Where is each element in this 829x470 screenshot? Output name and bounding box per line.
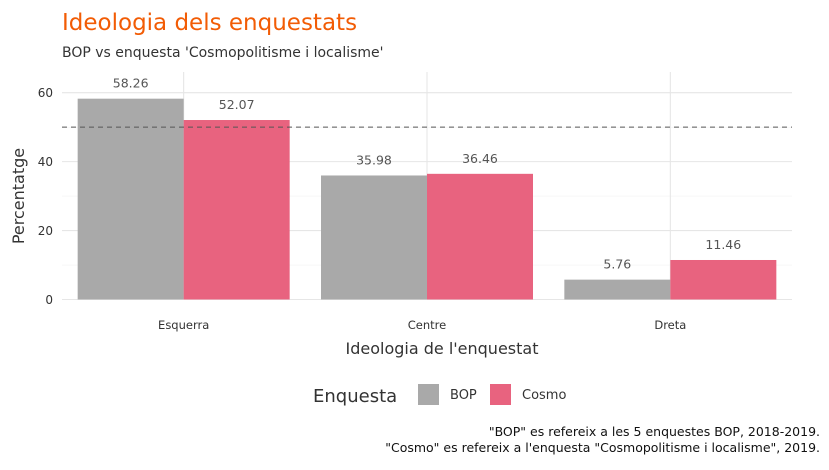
data-label: 11.46 bbox=[705, 237, 741, 252]
data-label: 35.98 bbox=[356, 152, 392, 167]
bar-bop-centre bbox=[321, 175, 427, 300]
chart-subtitle: BOP vs enquesta 'Cosmopolitisme i locali… bbox=[62, 45, 384, 61]
bars bbox=[77, 98, 777, 300]
bar-bop-dreta bbox=[564, 279, 671, 300]
legend: Enquesta BOP Cosmo bbox=[313, 384, 566, 407]
bar-cosmo-dreta bbox=[670, 259, 777, 300]
legend-label-bop: BOP bbox=[450, 388, 477, 403]
legend-label-cosmo: Cosmo bbox=[522, 388, 566, 403]
caption-line-2: "Cosmo" es refereix a l'enquesta "Cosmop… bbox=[385, 440, 820, 455]
y-tick-label: 40 bbox=[38, 155, 53, 169]
y-tick-label: 0 bbox=[45, 293, 53, 307]
y-tick-label: 60 bbox=[38, 86, 53, 100]
y-axis-ticks: 0 20 40 60 bbox=[38, 86, 53, 307]
bar-bop-esquerra bbox=[77, 98, 184, 300]
legend-title: Enquesta bbox=[313, 386, 397, 407]
bar-cosmo-esquerra bbox=[183, 120, 290, 300]
x-axis-title: Ideologia de l'enquestat bbox=[346, 339, 539, 358]
data-label: 52.07 bbox=[219, 97, 255, 112]
data-labels: 58.26 35.98 5.76 52.07 36.46 11.46 bbox=[113, 76, 741, 272]
y-axis-title: Percentatge bbox=[9, 148, 28, 244]
chart-title: Ideologia dels enquestats bbox=[62, 10, 357, 36]
legend-swatch-bop bbox=[418, 384, 439, 405]
x-axis-ticks: Esquerra Centre Dreta bbox=[158, 318, 686, 332]
data-label: 36.46 bbox=[462, 151, 498, 166]
data-label: 5.76 bbox=[603, 257, 631, 272]
x-tick-label: Esquerra bbox=[158, 318, 209, 332]
bar-cosmo-centre bbox=[427, 173, 533, 300]
legend-swatch-cosmo bbox=[490, 384, 511, 405]
x-tick-label: Dreta bbox=[654, 318, 686, 332]
x-tick-label: Centre bbox=[408, 318, 446, 332]
y-tick-label: 20 bbox=[38, 224, 53, 238]
caption-line-1: "BOP" es refereix a les 5 enquestes BOP,… bbox=[489, 424, 820, 439]
data-label: 58.26 bbox=[113, 76, 149, 91]
